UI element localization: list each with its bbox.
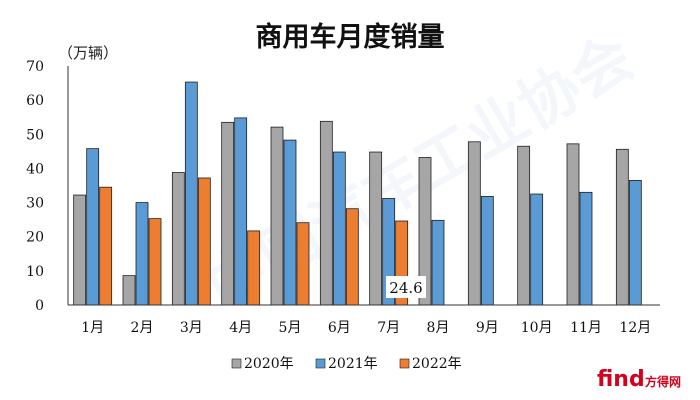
x-tick-label: 2月 <box>131 320 154 336</box>
bar-2020年-10月 <box>517 145 531 306</box>
x-tick-label: 6月 <box>328 320 351 336</box>
bar-2020年-2月 <box>122 275 136 306</box>
legend-swatch <box>231 358 242 369</box>
chart-title: 商用车月度销量 <box>256 21 445 53</box>
bar-2020年-12月 <box>615 148 629 306</box>
y-tick-label: 40 <box>26 161 44 177</box>
bar-2020年-9月 <box>467 141 481 306</box>
bar-2021年-5月 <box>283 139 297 306</box>
x-tick-label: 7月 <box>377 320 400 336</box>
x-tick-label: 8月 <box>427 320 450 336</box>
x-tick-label: 5月 <box>279 320 302 336</box>
y-tick-label: 0 <box>35 298 44 314</box>
bar-2022年-4月 <box>247 230 261 306</box>
brand-logo-text: find <box>597 367 645 392</box>
x-tick-label: 1月 <box>81 320 104 336</box>
annotation: 24.6 <box>386 276 426 298</box>
legend-label: 2021年 <box>328 356 378 372</box>
bars <box>73 81 642 306</box>
x-tick-label: 11月 <box>570 320 602 336</box>
bar-2021年-8月 <box>431 219 445 306</box>
bar-2021年-4月 <box>234 117 248 306</box>
bar-2022年-2月 <box>148 218 162 306</box>
x-tick-label: 10月 <box>521 320 553 336</box>
y-tick-label: 60 <box>26 93 44 109</box>
bar-2020年-1月 <box>73 194 87 306</box>
annotation-box <box>386 276 426 298</box>
bar-2021年-9月 <box>480 196 494 306</box>
bar-2020年-4月 <box>221 121 235 306</box>
x-tick-label: 9月 <box>476 320 499 336</box>
bar-2020年-3月 <box>171 172 185 306</box>
bar-2021年-11月 <box>579 191 593 306</box>
bar-2020年-7月 <box>369 151 383 306</box>
bar-2021年-10月 <box>530 193 544 306</box>
x-tick-label: 12月 <box>619 320 651 336</box>
bar-2022年-3月 <box>197 177 211 306</box>
legend: 2020年 2021年 2022年 <box>231 356 462 372</box>
bar-2022年-1月 <box>99 186 113 306</box>
bar-2020年-6月 <box>319 120 333 306</box>
unit-label: （万辆） <box>58 44 118 62</box>
legend-label: 2022年 <box>412 356 462 372</box>
y-tick-label: 50 <box>26 127 44 143</box>
annotation-label: 24.6 <box>389 279 422 297</box>
legend-swatch <box>315 358 326 369</box>
y-tick-label: 20 <box>26 230 44 246</box>
brand-site-text: 方得网 <box>645 374 681 389</box>
bar-2020年-5月 <box>270 126 284 306</box>
bar-2021年-1月 <box>86 148 100 306</box>
y-tick-label: 10 <box>26 264 44 280</box>
legend-swatch <box>399 358 410 369</box>
bar-2021年-6月 <box>332 151 346 306</box>
legend-label: 2020年 <box>244 356 294 372</box>
y-tick-label: 30 <box>26 196 44 212</box>
x-axis-labels: 1月 2月 3月 4月 5月 6月 7月 8月 9月 10月 11月 12月 <box>81 320 651 336</box>
bar-2021年-12月 <box>628 179 642 306</box>
bar-2021年-2月 <box>135 202 149 306</box>
y-axis-ticks: 0 10 20 30 40 50 60 70 <box>26 59 44 314</box>
bar-2021年-3月 <box>184 81 198 306</box>
bar-2020年-11月 <box>566 143 580 306</box>
bar-2022年-6月 <box>345 208 359 306</box>
x-tick-label: 4月 <box>229 320 252 336</box>
y-tick-label: 70 <box>26 59 44 75</box>
x-tick-label: 3月 <box>180 320 203 336</box>
brand-logo: find 方得网 <box>597 367 681 392</box>
bar-2022年-5月 <box>296 222 310 306</box>
